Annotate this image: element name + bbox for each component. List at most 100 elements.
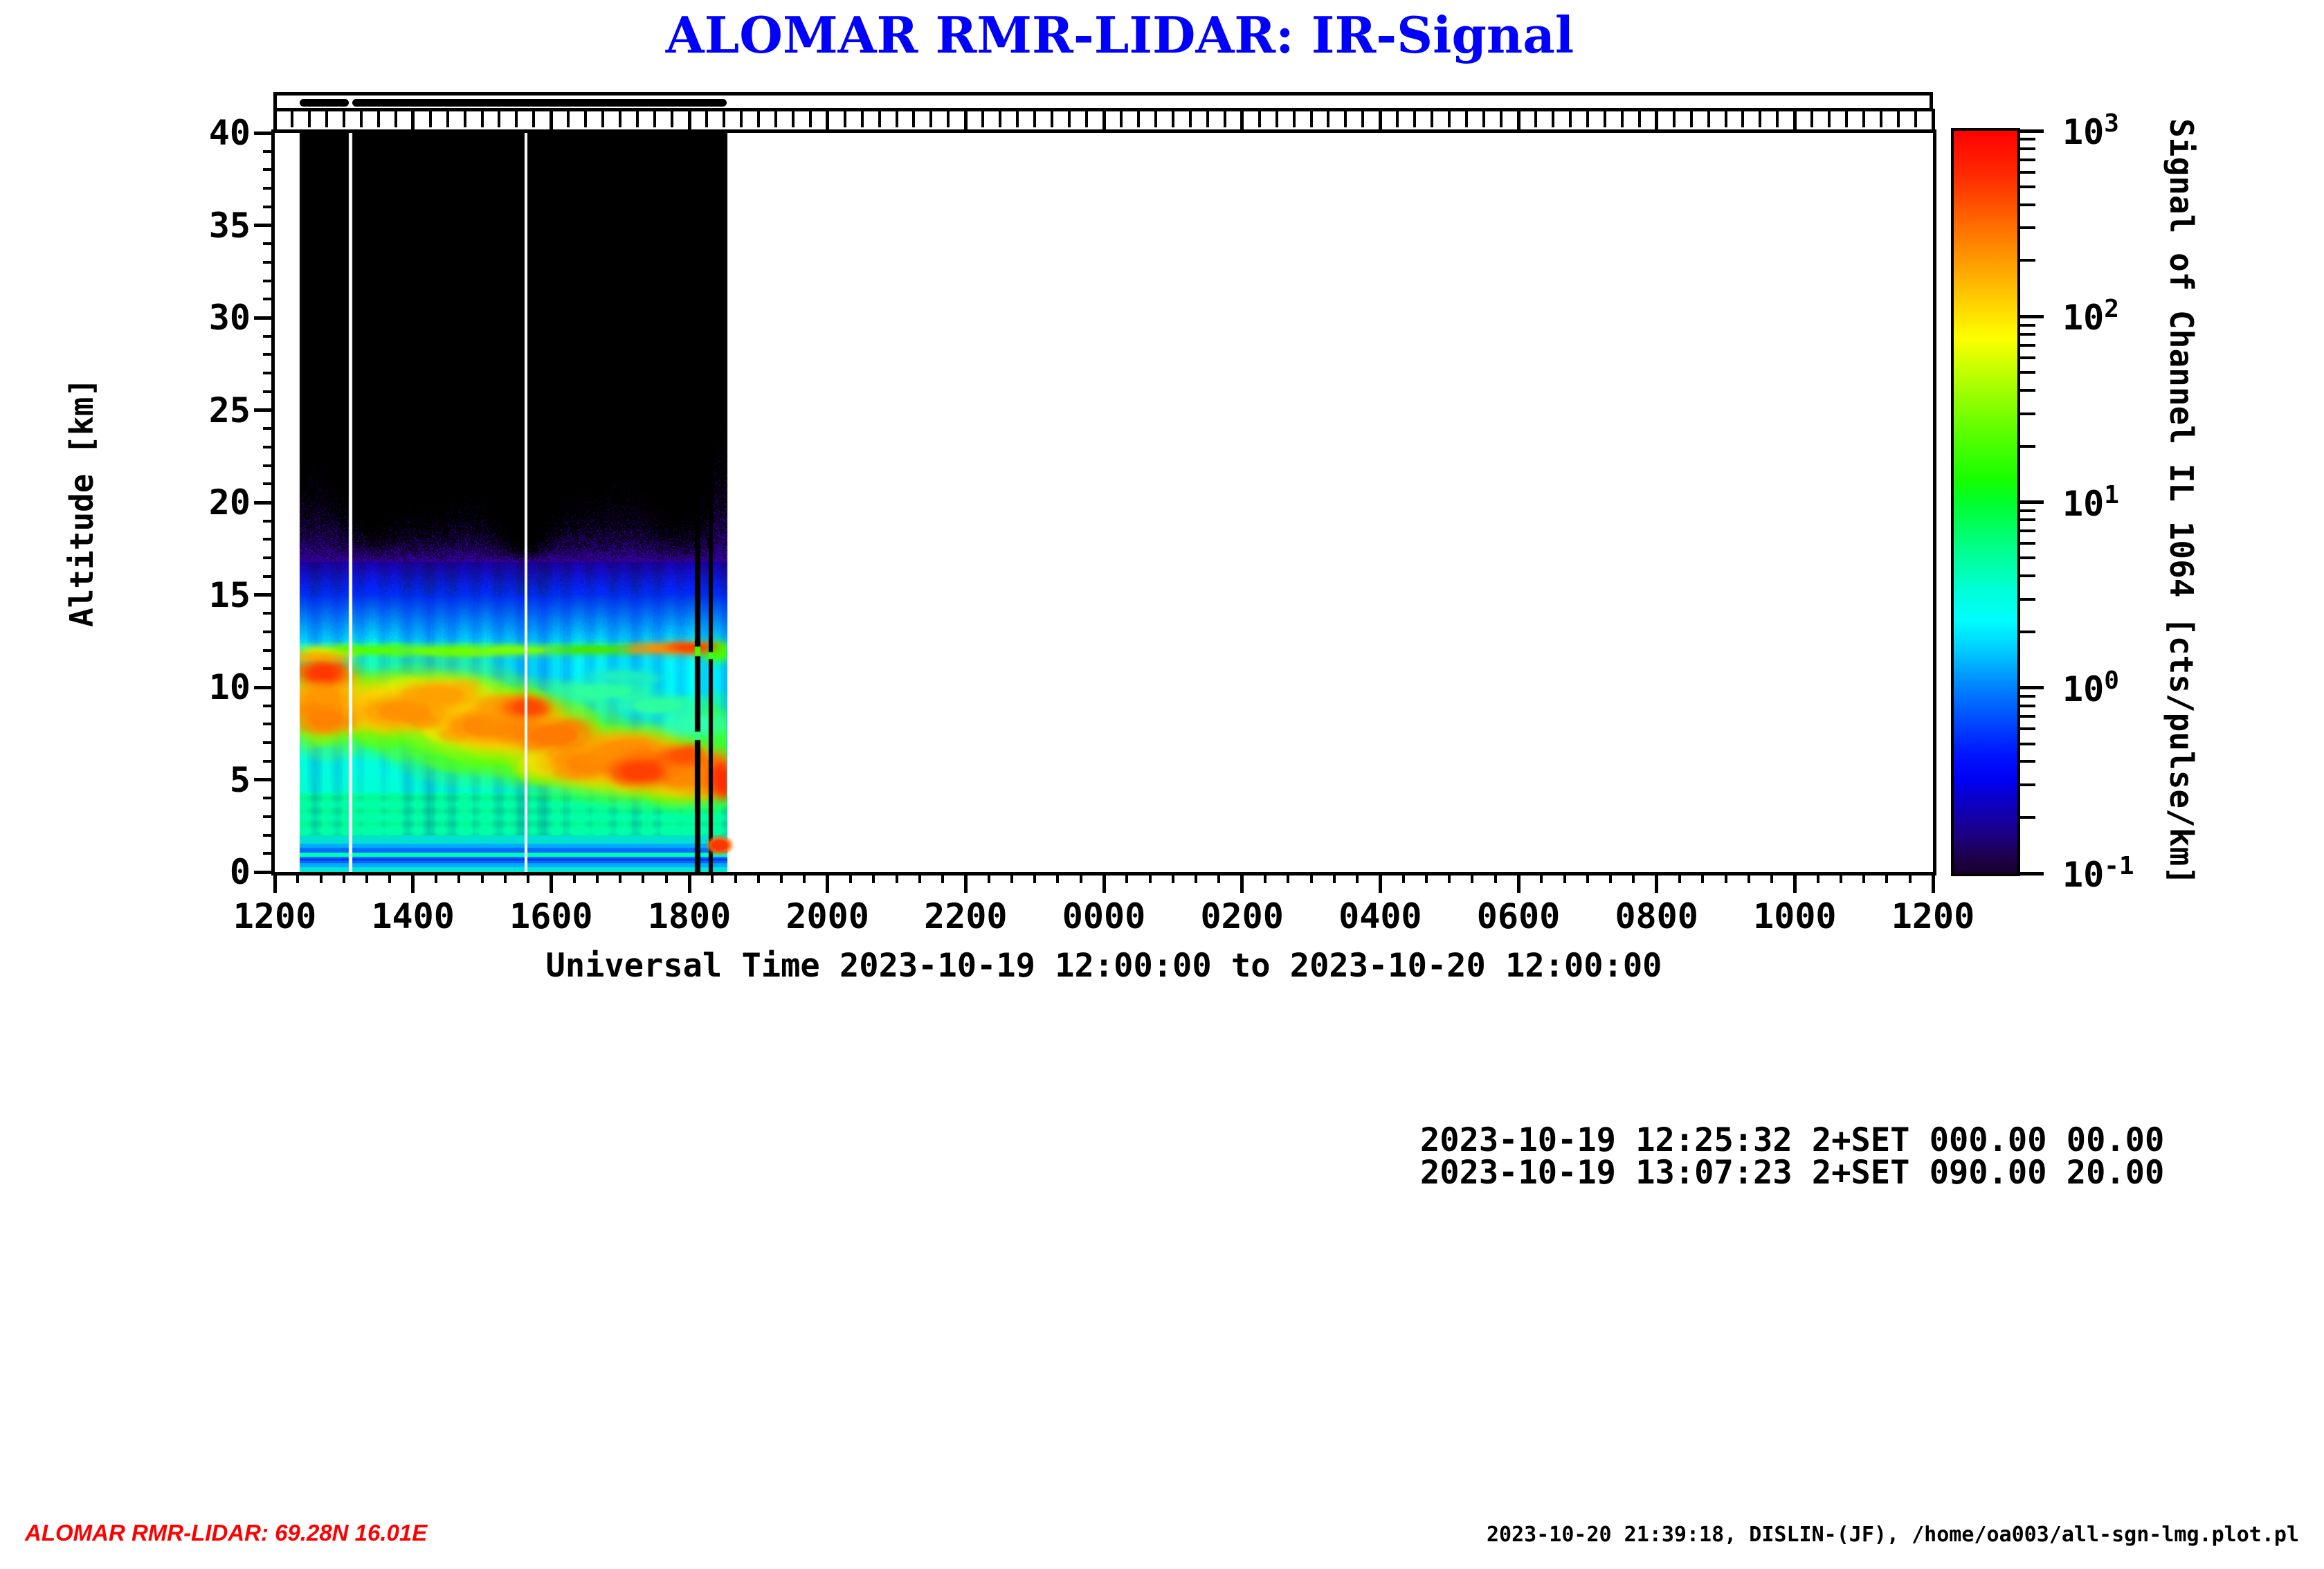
tick bbox=[1195, 872, 1198, 883]
tick bbox=[1258, 111, 1261, 127]
tick bbox=[2020, 597, 2035, 601]
plot-frame bbox=[271, 129, 1936, 876]
tick bbox=[2020, 529, 2035, 533]
tick bbox=[263, 390, 275, 393]
tick bbox=[388, 872, 392, 883]
tick bbox=[1102, 109, 1106, 133]
tick bbox=[2020, 226, 2035, 230]
tick bbox=[263, 482, 275, 486]
tick bbox=[263, 833, 275, 837]
tick bbox=[325, 111, 328, 127]
tick bbox=[463, 111, 466, 127]
tick bbox=[671, 111, 674, 127]
tick bbox=[263, 815, 275, 818]
tick bbox=[1689, 111, 1693, 127]
colorbar-tick-label: 10-1 bbox=[2062, 852, 2134, 895]
tick bbox=[254, 316, 275, 320]
tick bbox=[1401, 872, 1405, 883]
tick bbox=[263, 187, 275, 190]
tick bbox=[2020, 129, 2044, 133]
tick bbox=[263, 649, 275, 652]
tick bbox=[722, 111, 725, 127]
tick bbox=[1792, 872, 1797, 893]
tick bbox=[878, 111, 881, 127]
tick bbox=[2020, 783, 2035, 786]
tick bbox=[263, 372, 275, 375]
tick bbox=[653, 111, 657, 127]
tick bbox=[963, 109, 968, 133]
tick bbox=[1396, 111, 1399, 127]
tick bbox=[1413, 111, 1417, 127]
tick bbox=[263, 741, 275, 745]
tick bbox=[254, 778, 275, 781]
tick bbox=[263, 260, 275, 264]
measurement-period-bar bbox=[352, 99, 727, 107]
tick bbox=[254, 593, 275, 597]
tick bbox=[2020, 715, 2035, 718]
tick bbox=[428, 111, 432, 127]
tick bbox=[1287, 872, 1290, 883]
tick bbox=[263, 519, 275, 523]
tick bbox=[2020, 816, 2035, 819]
tick bbox=[1655, 872, 1659, 893]
tick bbox=[895, 872, 898, 883]
tick bbox=[263, 556, 275, 560]
tick bbox=[895, 111, 898, 127]
x-tick-label: 2000 bbox=[786, 896, 869, 936]
tick bbox=[2020, 147, 2035, 150]
tick bbox=[457, 872, 461, 883]
tick bbox=[1586, 872, 1589, 883]
tick bbox=[2020, 388, 2035, 392]
tick bbox=[601, 111, 605, 127]
tick bbox=[1119, 111, 1123, 127]
tick bbox=[549, 109, 553, 133]
tick bbox=[1494, 872, 1497, 883]
tick bbox=[263, 242, 275, 246]
tick bbox=[1332, 872, 1336, 883]
tick bbox=[1079, 872, 1082, 883]
tick bbox=[1908, 872, 1912, 883]
tick bbox=[1263, 872, 1267, 883]
tick bbox=[808, 111, 812, 127]
tick bbox=[1275, 111, 1278, 127]
tick bbox=[947, 111, 950, 127]
tick bbox=[2020, 314, 2044, 318]
tick bbox=[1586, 111, 1589, 127]
tick bbox=[307, 111, 311, 127]
tick bbox=[1344, 111, 1347, 127]
x-tick-label: 0200 bbox=[1200, 896, 1284, 936]
tick bbox=[1655, 109, 1659, 133]
tick bbox=[636, 111, 639, 127]
tick bbox=[1482, 111, 1486, 127]
tick bbox=[1378, 109, 1382, 133]
tick bbox=[359, 111, 363, 127]
x-tick-label: 1600 bbox=[509, 896, 593, 936]
tick bbox=[1356, 872, 1359, 883]
tick bbox=[263, 168, 275, 172]
tick bbox=[1609, 872, 1613, 883]
colorbar-title: Signal of Channel IL 1064 [cts/pulse/km] bbox=[2163, 118, 2200, 885]
set-annotation-line-1: 2023-10-19 12:25:32 2+SET 000.00 00.00 bbox=[1420, 1121, 2165, 1159]
tick bbox=[532, 111, 536, 127]
tick bbox=[1701, 872, 1705, 883]
tick bbox=[929, 111, 933, 127]
x-tick-label: 1200 bbox=[1891, 896, 1975, 936]
x-tick-label: 2200 bbox=[924, 896, 1008, 936]
tick bbox=[263, 445, 275, 448]
tick bbox=[2020, 158, 2035, 161]
tick bbox=[2020, 259, 2035, 262]
tick bbox=[1931, 109, 1935, 133]
y-tick-label: 30 bbox=[208, 298, 251, 338]
tick bbox=[1033, 111, 1037, 127]
tick bbox=[527, 872, 530, 883]
tick bbox=[2020, 371, 2035, 374]
tick bbox=[365, 872, 369, 883]
tick bbox=[1154, 111, 1157, 127]
tick bbox=[756, 872, 760, 883]
tick bbox=[1724, 111, 1727, 127]
tick bbox=[1776, 111, 1779, 127]
tick bbox=[1516, 872, 1520, 893]
tick bbox=[1620, 111, 1624, 127]
tick bbox=[756, 111, 760, 127]
tick bbox=[687, 109, 691, 133]
